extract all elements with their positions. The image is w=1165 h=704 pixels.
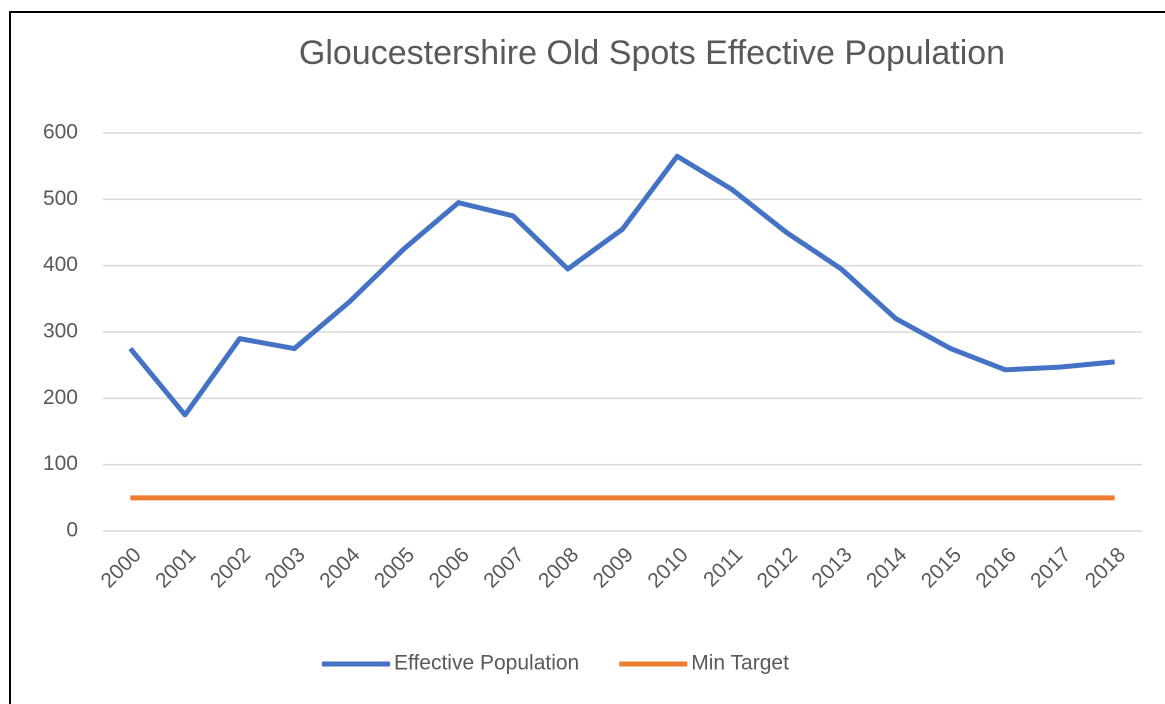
y-tick-label: 500 <box>43 187 78 210</box>
legend-label: Min Target <box>691 652 789 675</box>
frame <box>9 11 1165 704</box>
y-tick-label: 200 <box>43 386 78 409</box>
y-tick-label: 0 <box>66 519 78 542</box>
y-tick-label: 400 <box>43 253 78 276</box>
y-tick-label: 100 <box>43 452 78 475</box>
chart-title: Gloucestershire Old Spots Effective Popu… <box>299 34 1005 72</box>
series-line <box>128 153 1115 418</box>
y-tick-label: 600 <box>43 121 78 144</box>
y-tick-label: 300 <box>43 320 78 343</box>
legend-label: Effective Population <box>394 652 579 675</box>
